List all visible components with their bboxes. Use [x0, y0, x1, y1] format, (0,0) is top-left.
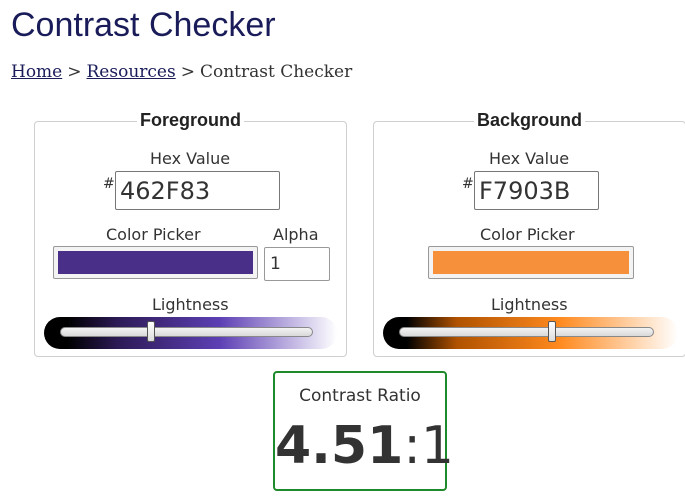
foreground-legend: Foreground: [35, 110, 346, 131]
foreground-panel: Foreground Hex Value # Color Picker Alph…: [34, 110, 347, 357]
foreground-lightness-label: Lightness: [152, 295, 229, 314]
background-color-swatch: [433, 251, 629, 274]
background-slider-thumb[interactable]: [548, 321, 556, 342]
foreground-alpha-input[interactable]: [264, 247, 330, 281]
breadcrumb-current: Contrast Checker: [199, 62, 353, 82]
breadcrumb-resources-link[interactable]: Resources: [86, 62, 176, 82]
contrast-ratio-suffix: :1: [403, 416, 454, 476]
foreground-color-picker-label: Color Picker: [106, 225, 201, 244]
breadcrumb: Home > Resources > Contrast Checker: [11, 62, 352, 82]
background-hex-label: Hex Value: [489, 149, 570, 168]
foreground-lightness-slider[interactable]: [44, 317, 337, 349]
foreground-color-swatch: [58, 251, 253, 274]
page-title: Contrast Checker: [11, 6, 276, 44]
foreground-hash-symbol: #: [103, 176, 115, 192]
background-lightness-slider[interactable]: [383, 317, 678, 349]
foreground-color-picker[interactable]: [53, 246, 258, 279]
background-color-picker-label: Color Picker: [480, 225, 575, 244]
foreground-slider-thumb[interactable]: [147, 321, 156, 342]
contrast-ratio-number: 4.51: [275, 416, 404, 476]
contrast-ratio-box: Contrast Ratio 4.51:1: [273, 371, 454, 491]
foreground-hex-input[interactable]: [115, 171, 280, 210]
background-hex-input[interactable]: [474, 171, 599, 210]
foreground-hex-label: Hex Value: [150, 149, 231, 168]
breadcrumb-home-link[interactable]: Home: [11, 62, 63, 82]
background-color-picker[interactable]: [428, 246, 634, 279]
background-hash-symbol: #: [462, 176, 474, 192]
background-panel: Background Hex Value # Color Picker Ligh…: [373, 110, 685, 357]
background-slider-track: [399, 327, 654, 337]
breadcrumb-separator: >: [67, 62, 82, 82]
background-lightness-label: Lightness: [491, 295, 568, 314]
background-legend: Background: [374, 110, 685, 131]
contrast-ratio-value: 4.51:1: [275, 414, 454, 478]
foreground-alpha-label: Alpha: [273, 225, 319, 244]
contrast-ratio-label: Contrast Ratio: [299, 386, 421, 406]
breadcrumb-separator: >: [180, 62, 195, 82]
foreground-slider-track: [60, 327, 313, 337]
